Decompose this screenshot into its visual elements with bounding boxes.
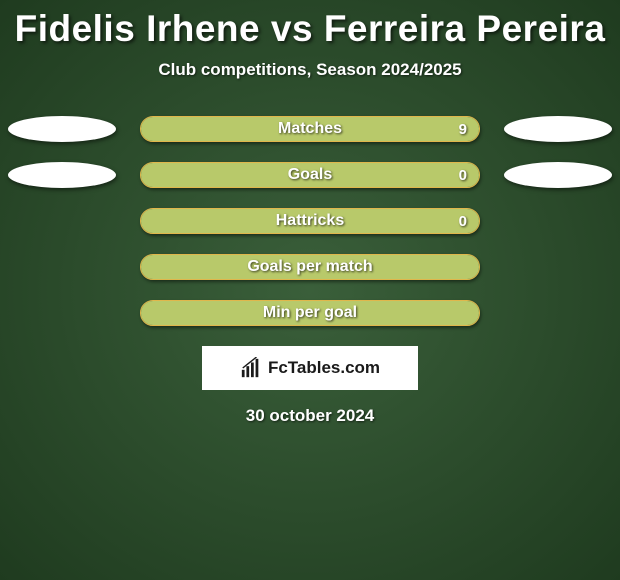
stat-row: Matches9 — [0, 116, 620, 142]
barchart-icon — [240, 357, 262, 379]
bar-fill-right — [141, 301, 479, 325]
date-label: 30 october 2024 — [0, 406, 620, 426]
stat-bar: Goals0 — [140, 162, 480, 188]
logo-box[interactable]: FcTables.com — [202, 346, 418, 390]
subtitle: Club competitions, Season 2024/2025 — [0, 60, 620, 80]
stat-value-right: 0 — [459, 209, 467, 233]
stat-row: Goals0 — [0, 162, 620, 188]
player-right-ellipse — [504, 162, 612, 188]
stat-value-right: 9 — [459, 117, 467, 141]
bar-fill-right — [141, 163, 479, 187]
player-right-ellipse — [504, 116, 612, 142]
container: Fidelis Irhene vs Ferreira Pereira Club … — [0, 0, 620, 426]
stat-bar: Goals per match — [140, 254, 480, 280]
player-left-ellipse — [8, 116, 116, 142]
stat-row: Hattricks0 — [0, 208, 620, 234]
logo-inner: FcTables.com — [240, 357, 380, 379]
stat-value-right: 0 — [459, 163, 467, 187]
stat-bar: Matches9 — [140, 116, 480, 142]
stat-bar: Min per goal — [140, 300, 480, 326]
bar-fill-right — [141, 117, 479, 141]
page-title: Fidelis Irhene vs Ferreira Pereira — [0, 8, 620, 50]
stat-bar: Hattricks0 — [140, 208, 480, 234]
player-left-ellipse — [8, 162, 116, 188]
logo-text: FcTables.com — [268, 358, 380, 378]
bar-fill-right — [141, 255, 479, 279]
stats-block: Matches9 Goals0 Hattricks0 Goals per match M… — [0, 116, 620, 326]
stat-row: Min per goal — [0, 300, 620, 326]
bar-fill-right — [141, 209, 479, 233]
stat-row: Goals per match — [0, 254, 620, 280]
